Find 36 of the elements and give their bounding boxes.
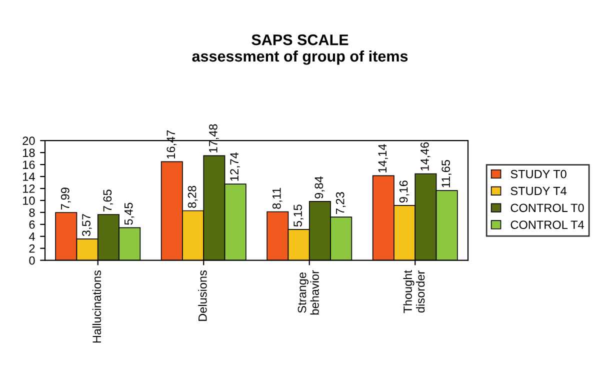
y-tick-label: 16 (23, 160, 35, 169)
y-tick-label: 0 (29, 256, 35, 265)
chart-title: SAPS SCALE assessment of group of items (192, 34, 408, 65)
data-label: 3,57 (82, 214, 92, 236)
legend-label: CONTROL T0 (510, 204, 584, 212)
data-label: 7,23 (336, 192, 346, 214)
x-tick-label: Thought disorder (403, 270, 425, 314)
y-tick-label: 10 (23, 196, 35, 205)
data-label: 7,65 (103, 190, 114, 212)
data-label: 8,11 (272, 188, 282, 209)
legend-label: STUDY T4 (510, 186, 567, 196)
y-tick-label: 6 (29, 220, 35, 229)
y-tick-label: 4 (28, 232, 35, 241)
data-label: 17,48 (209, 124, 219, 152)
legend-label: CONTROL T4 (510, 220, 584, 229)
y-tick-label: 8 (29, 208, 35, 217)
data-label: 12,74 (230, 152, 240, 181)
x-tick-label: Strange behavior (298, 270, 319, 315)
data-label: 5,15 (294, 204, 304, 227)
data-label: 16,47 (166, 130, 176, 158)
data-label: 14,46 (420, 142, 430, 170)
y-tick-label: 12 (23, 184, 35, 193)
x-tick-label: Delusions (198, 270, 207, 321)
y-tick-label: 2 (29, 244, 35, 253)
data-label: 7,99 (60, 188, 71, 210)
x-tick-label: Hallucinations (92, 270, 102, 343)
y-tick-label: 20 (22, 136, 35, 145)
legend-label: STUDY T0 (510, 170, 566, 178)
data-label: 9,84 (314, 176, 325, 198)
y-tick-label: 18 (23, 148, 35, 157)
data-label: 14,14 (378, 144, 388, 172)
data-label: 5,45 (124, 202, 134, 225)
data-label: 9,16 (399, 180, 410, 203)
data-label: 8,28 (188, 186, 198, 208)
data-label: 11,65 (442, 160, 452, 188)
y-tick-label: 14 (23, 172, 35, 181)
